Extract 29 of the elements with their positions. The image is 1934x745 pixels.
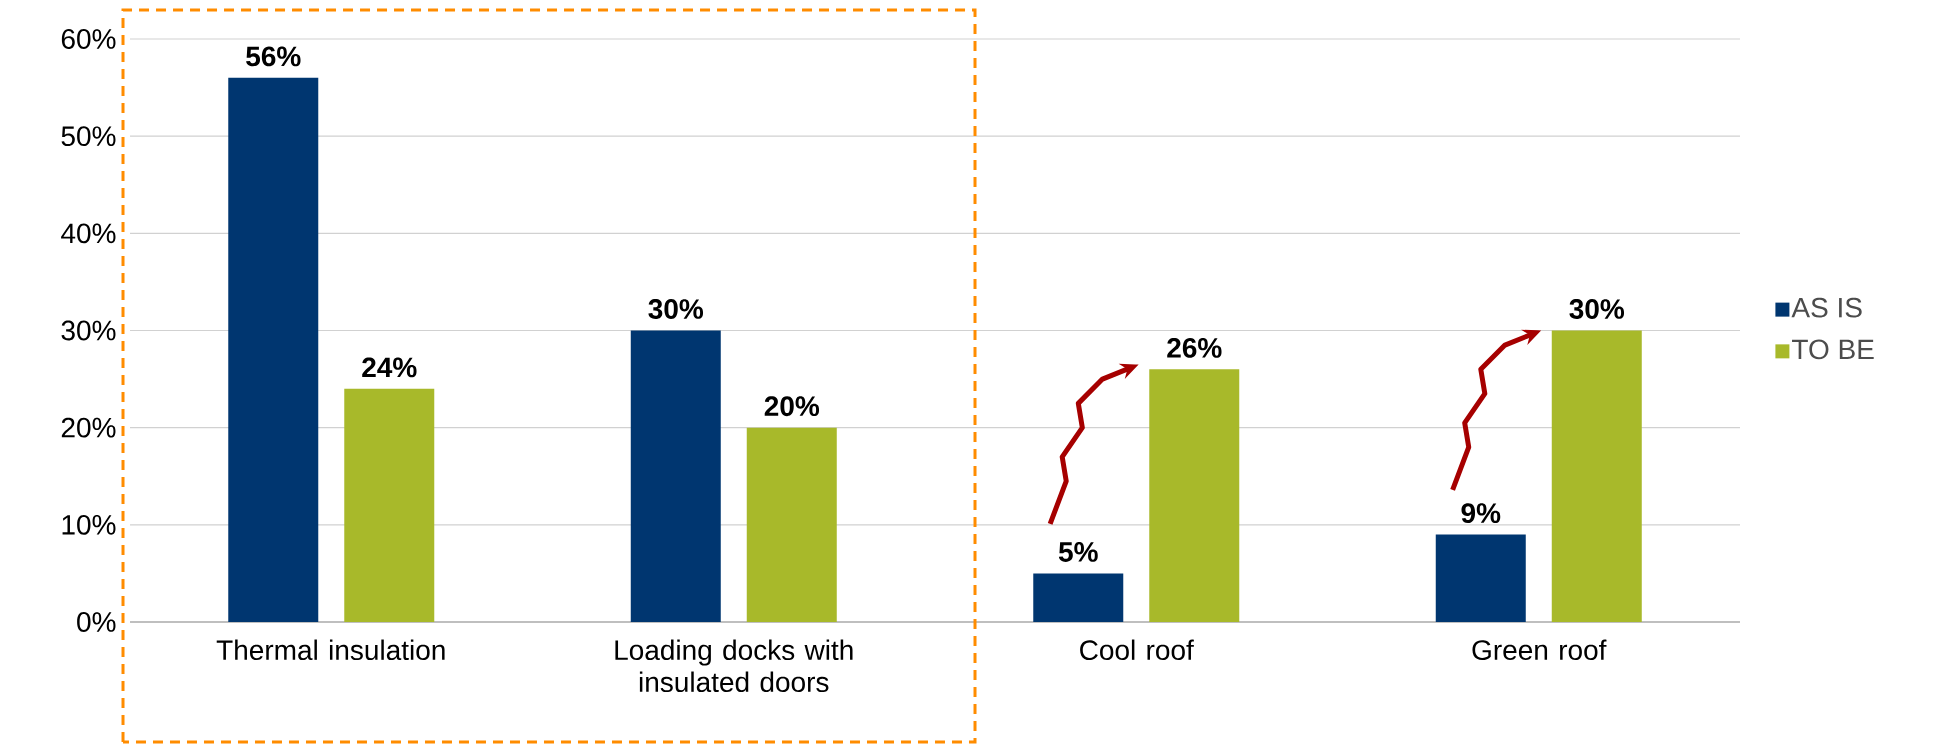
data-label: 30% bbox=[648, 299, 704, 319]
data-label: 26% bbox=[1167, 338, 1222, 358]
y-tick-label: 0% bbox=[77, 612, 116, 632]
bar bbox=[1033, 573, 1124, 622]
bar bbox=[1551, 330, 1642, 622]
y-tick-label: 60% bbox=[61, 29, 116, 49]
x-tick-label: Green roof bbox=[1472, 639, 1607, 661]
x-tick-label: Loading docks with insulated doors bbox=[615, 639, 853, 693]
legend-label: AS IS bbox=[1791, 297, 1862, 318]
bar bbox=[344, 388, 435, 622]
y-tick-label: 40% bbox=[61, 223, 116, 244]
y-tick-label: 20% bbox=[61, 417, 116, 438]
x-tick-label: Thermal insulation bbox=[216, 639, 445, 661]
data-label: 9% bbox=[1461, 503, 1501, 524]
legend-label: TO BE bbox=[1792, 339, 1874, 360]
data-label: 24% bbox=[362, 357, 417, 378]
y-tick-label: 50% bbox=[61, 126, 116, 147]
bar bbox=[746, 427, 837, 622]
y-tick-label: 30% bbox=[61, 320, 116, 341]
bar bbox=[1435, 534, 1526, 622]
bar bbox=[1149, 369, 1240, 622]
data-label: 20% bbox=[764, 396, 820, 417]
data-label: 30% bbox=[1569, 299, 1625, 319]
data-label: 56% bbox=[246, 46, 301, 67]
bar bbox=[630, 330, 721, 622]
bar bbox=[228, 77, 319, 622]
x-tick-label: Cool roof bbox=[1080, 639, 1194, 661]
data-label: 5% bbox=[1058, 542, 1098, 562]
y-tick-label: 10% bbox=[62, 514, 116, 535]
